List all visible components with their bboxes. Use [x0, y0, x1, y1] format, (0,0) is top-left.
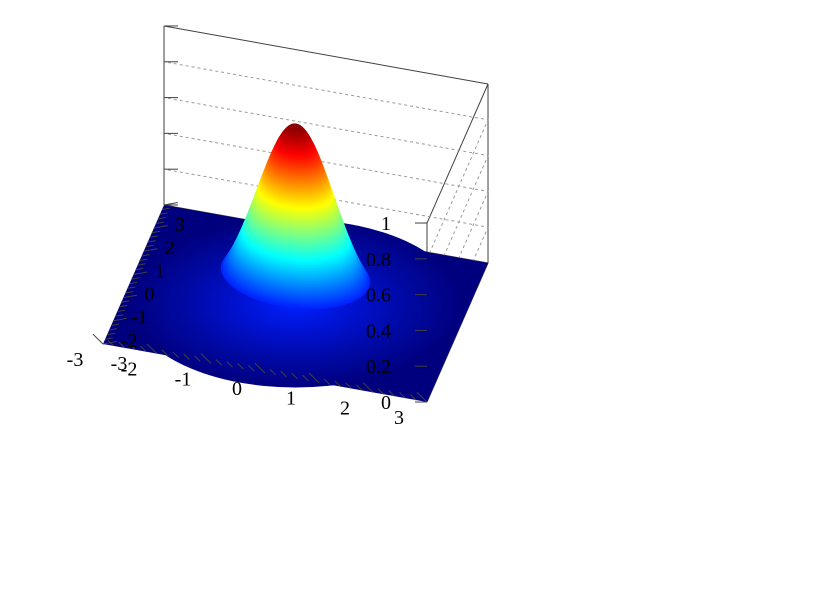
- y-tick-4: [140, 345, 147, 353]
- y-tick-13: [237, 363, 244, 370]
- x-tick-2: [106, 332, 115, 336]
- y-tick-29: [410, 394, 417, 401]
- x-tick-1: [104, 337, 113, 340]
- x-tick-13: [129, 281, 138, 285]
- y-tick-12: [226, 361, 233, 368]
- y-tick-18: [291, 372, 298, 380]
- y-tick-6: [161, 349, 169, 356]
- y-tick-20: [308, 372, 320, 384]
- y-tick-30: [416, 391, 428, 403]
- y-tick-22: [334, 380, 341, 387]
- y-tick-7: [172, 351, 179, 358]
- x-tick-29: [161, 207, 170, 211]
- x-tick-21: [145, 244, 154, 248]
- x-tick-15: [133, 271, 148, 275]
- y-tick-8: [183, 353, 190, 360]
- y-tick-10: [200, 353, 212, 364]
- y-tick-15: [254, 362, 266, 374]
- y-tick-28: [399, 392, 406, 399]
- x-tick-16: [135, 267, 144, 271]
- x-tick-17: [137, 263, 146, 266]
- z-gridline-3: [163, 97, 489, 295]
- x-tick-22: [147, 240, 156, 243]
- x-tick-label-3: 0: [145, 283, 155, 305]
- y-tick-0: [92, 333, 104, 345]
- z-tick-label-0: 0: [381, 392, 391, 414]
- y-tick-5: [146, 343, 158, 355]
- x-tick-label-0: -3: [111, 353, 128, 375]
- x-tick-20: [143, 248, 158, 252]
- x-tick-19: [141, 254, 150, 257]
- x-tick-label-1: -2: [121, 330, 138, 352]
- x-tick-27: [157, 216, 166, 220]
- wall-edge-4: [163, 25, 489, 85]
- x-tick-3: [109, 328, 118, 331]
- z-tick-label-3: 0.6: [366, 285, 391, 307]
- y-tick-2: [118, 341, 125, 349]
- x-tick-11: [125, 291, 134, 294]
- y-tick-label-1: -2: [121, 359, 138, 381]
- y-tick-16: [269, 368, 277, 376]
- y-tick-21: [323, 378, 331, 385]
- x-tick-label-2: -1: [131, 307, 148, 329]
- x-tick-26: [155, 221, 164, 225]
- surface-band-88: [289, 123, 302, 129]
- x-tick-28: [159, 212, 168, 215]
- y-tick-1: [107, 339, 115, 347]
- z-tick-label-5: 1: [381, 213, 391, 235]
- x-tick-23: [149, 235, 158, 238]
- z-tick-label-1: 0.2: [366, 356, 391, 378]
- y-tick-19: [302, 374, 309, 382]
- y-tick-label-6: 3: [394, 407, 404, 429]
- y-tick-label-5: 2: [340, 397, 350, 419]
- x-tick-12: [127, 286, 136, 289]
- y-tick-9: [194, 355, 201, 362]
- axis-ticks: [92, 25, 428, 403]
- x-tick-label-4: 1: [155, 260, 165, 282]
- y-tick-11: [215, 359, 223, 366]
- gaussian-surface: [220, 123, 371, 310]
- y-tick-label-4: 1: [286, 388, 296, 410]
- x-tick-30: [163, 201, 178, 206]
- x-tick-label-5: 2: [165, 237, 175, 259]
- x-tick-5: [113, 317, 127, 322]
- x-tick-4: [111, 323, 120, 326]
- y-tick-25: [362, 382, 374, 393]
- z-gridline-4: [163, 61, 489, 260]
- wall-edge-3: [426, 83, 489, 224]
- z-tick-label-4: 0.8: [366, 249, 391, 271]
- x-tick-18: [139, 258, 148, 262]
- x-tick-label-6: 3: [175, 214, 185, 236]
- x-tick-8: [119, 304, 128, 308]
- y-tick-label-3: 0: [232, 378, 242, 400]
- y-tick-27: [388, 390, 395, 397]
- x-tick-24: [151, 230, 160, 234]
- z-tick-label-2: 0.4: [366, 320, 391, 342]
- x-tick-7: [117, 309, 126, 313]
- y-tick-26: [377, 388, 385, 395]
- y-tick-24: [356, 384, 363, 391]
- x-tick-14: [131, 277, 140, 280]
- x-tick-10: [123, 294, 138, 299]
- y-tick-3: [129, 343, 136, 351]
- y-tick-23: [345, 382, 352, 389]
- x-tick-25: [153, 225, 168, 229]
- y-tick-label-2: -1: [175, 368, 192, 390]
- x-tick-6: [115, 314, 124, 317]
- y-tick-label-0: -3: [67, 349, 84, 371]
- y-tick-17: [280, 370, 287, 378]
- y-tick-14: [248, 365, 255, 372]
- x-tick-9: [121, 300, 130, 303]
